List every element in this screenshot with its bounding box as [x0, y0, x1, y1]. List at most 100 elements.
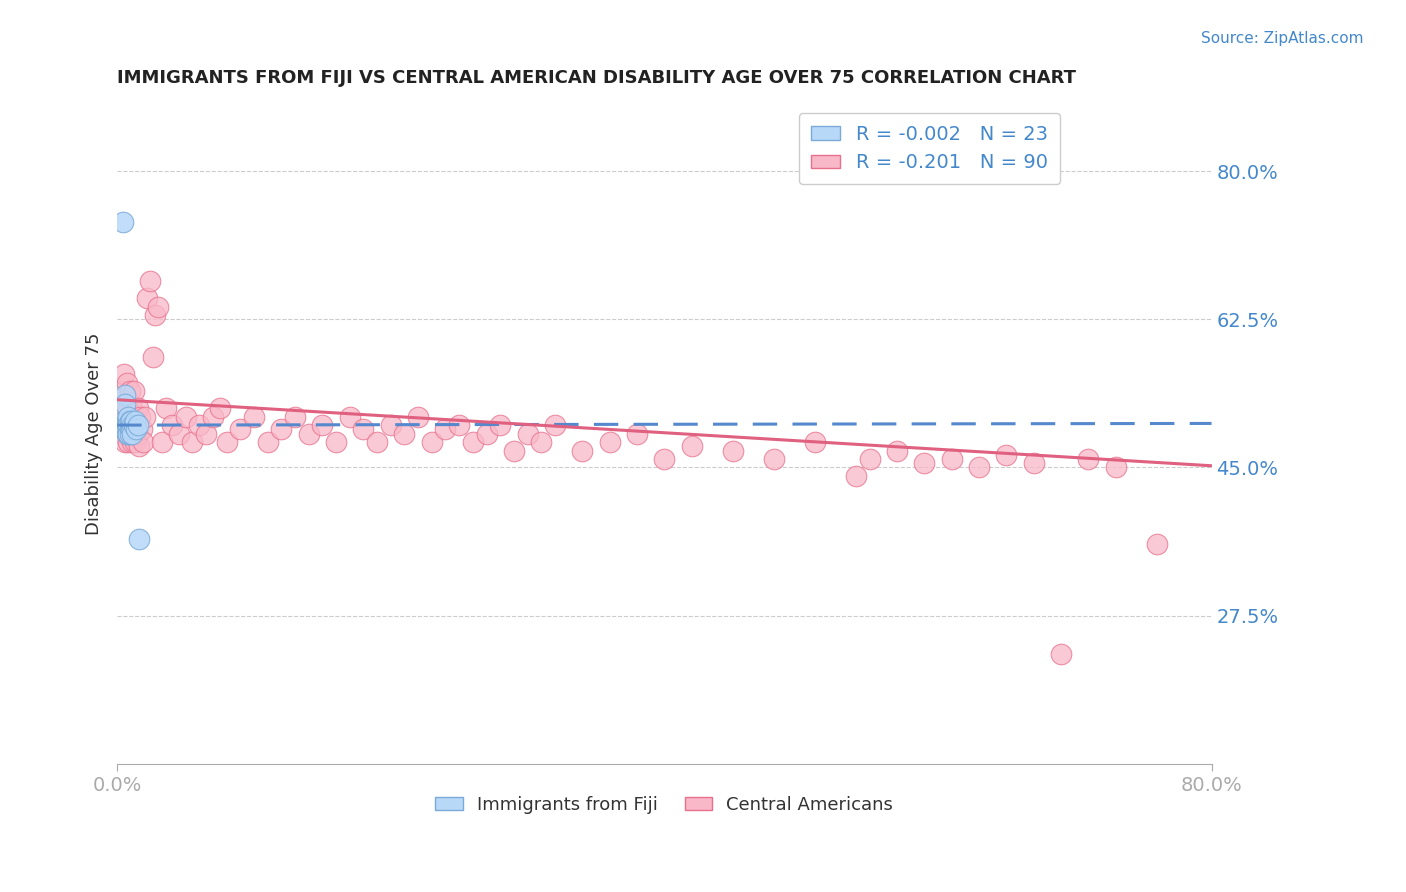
Point [139, 274, 162, 288]
Point [118, 426, 141, 441]
Point [131, 422, 153, 436]
Point [122, 418, 145, 433]
Point [420, 435, 443, 450]
Point [366, 435, 388, 450]
Point [571, 443, 593, 458]
Point [121, 401, 143, 416]
Point [124, 435, 146, 450]
Point [114, 388, 136, 402]
Point [132, 435, 155, 450]
Point [530, 435, 553, 450]
Point [115, 418, 138, 433]
Point [120, 426, 142, 441]
Point [311, 418, 333, 433]
Point [195, 426, 218, 441]
Point [160, 418, 183, 433]
Point [461, 435, 484, 450]
Point [125, 422, 148, 436]
Y-axis label: Disability Age Over 75: Disability Age Over 75 [86, 333, 103, 535]
Text: IMMIGRANTS FROM FIJI VS CENTRAL AMERICAN DISABILITY AGE OVER 75 CORRELATION CHAR: IMMIGRANTS FROM FIJI VS CENTRAL AMERICAN… [117, 69, 1076, 87]
Point [115, 418, 138, 433]
Point [127, 426, 149, 441]
Point [112, 368, 135, 382]
Point [117, 435, 139, 450]
Point [121, 426, 143, 441]
Point [1022, 456, 1045, 470]
Point [145, 308, 167, 322]
Point [845, 469, 868, 483]
Point [142, 351, 165, 365]
Point [599, 435, 621, 450]
Point [284, 409, 307, 424]
Point [394, 426, 416, 441]
Point [352, 422, 374, 436]
Point [117, 426, 139, 441]
Point [1050, 647, 1073, 661]
Point [115, 426, 138, 441]
Point [681, 439, 703, 453]
Point [516, 426, 538, 441]
Point [325, 435, 347, 450]
Point [380, 418, 402, 433]
Point [121, 418, 143, 433]
Point [114, 401, 136, 416]
Point [215, 435, 238, 450]
Text: Source: ZipAtlas.com: Source: ZipAtlas.com [1201, 31, 1364, 46]
Point [201, 409, 224, 424]
Point [167, 426, 190, 441]
Point [117, 418, 139, 433]
Point [434, 422, 457, 436]
Point [912, 456, 935, 470]
Point [124, 414, 146, 428]
Point [120, 414, 142, 428]
Point [298, 426, 321, 441]
Point [136, 291, 159, 305]
Point [489, 418, 512, 433]
Point [1105, 460, 1128, 475]
Point [181, 435, 204, 450]
Legend: Immigrants from Fiji, Central Americans: Immigrants from Fiji, Central Americans [429, 789, 900, 821]
Point [128, 439, 150, 453]
Point [129, 409, 152, 424]
Point [208, 401, 231, 416]
Point [124, 409, 146, 424]
Point [449, 418, 471, 433]
Point [114, 397, 136, 411]
Point [134, 409, 156, 424]
Point [112, 414, 135, 428]
Point [188, 418, 211, 433]
Point [112, 422, 135, 436]
Point [502, 443, 524, 458]
Point [475, 426, 498, 441]
Point [118, 414, 141, 428]
Point [118, 384, 141, 399]
Point [229, 422, 252, 436]
Point [256, 435, 278, 450]
Point [122, 422, 145, 436]
Point [804, 435, 827, 450]
Point [110, 401, 132, 416]
Point [150, 435, 173, 450]
Point [125, 418, 148, 433]
Point [626, 426, 648, 441]
Point [120, 409, 142, 424]
Point [967, 460, 990, 475]
Point [128, 533, 150, 547]
Point [654, 452, 676, 467]
Point [115, 414, 138, 428]
Point [1077, 452, 1099, 467]
Point [122, 384, 145, 399]
Point [118, 418, 141, 433]
Point [941, 452, 963, 467]
Point [117, 409, 139, 424]
Point [544, 418, 567, 433]
Point [114, 435, 136, 450]
Point [243, 409, 266, 424]
Point [117, 401, 139, 416]
Point [127, 401, 149, 416]
Point [111, 426, 134, 441]
Point [270, 422, 292, 436]
Point [406, 409, 429, 424]
Point [127, 418, 149, 433]
Point [721, 443, 744, 458]
